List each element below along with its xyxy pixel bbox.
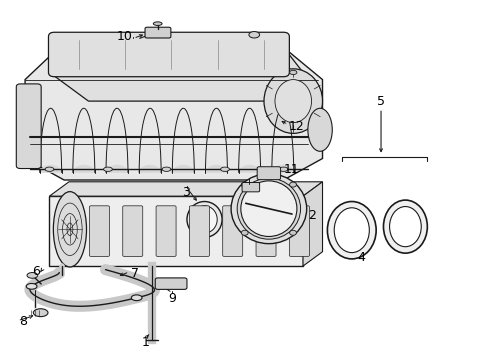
FancyBboxPatch shape <box>156 206 176 256</box>
Ellipse shape <box>289 70 296 75</box>
Ellipse shape <box>333 208 368 253</box>
Ellipse shape <box>131 295 142 301</box>
FancyBboxPatch shape <box>256 206 275 256</box>
Polygon shape <box>49 182 322 196</box>
Ellipse shape <box>383 200 427 253</box>
Text: 6: 6 <box>32 265 40 278</box>
Ellipse shape <box>45 167 54 171</box>
Ellipse shape <box>103 167 112 171</box>
Ellipse shape <box>53 192 86 267</box>
FancyBboxPatch shape <box>257 167 280 180</box>
Text: 11: 11 <box>283 163 299 176</box>
Ellipse shape <box>26 283 37 289</box>
Text: 1: 1 <box>142 336 150 348</box>
Wedge shape <box>40 165 61 173</box>
Wedge shape <box>238 165 260 173</box>
FancyBboxPatch shape <box>289 206 309 256</box>
FancyBboxPatch shape <box>122 206 142 256</box>
FancyBboxPatch shape <box>242 183 259 192</box>
Ellipse shape <box>248 32 259 38</box>
FancyBboxPatch shape <box>189 206 209 256</box>
Wedge shape <box>172 165 194 173</box>
Text: 7: 7 <box>131 267 139 280</box>
Ellipse shape <box>241 230 247 235</box>
Ellipse shape <box>274 80 311 123</box>
Text: 8: 8 <box>19 315 27 328</box>
Ellipse shape <box>231 174 306 244</box>
Ellipse shape <box>162 167 170 171</box>
Text: 5: 5 <box>376 95 384 108</box>
Text: 10: 10 <box>116 30 132 43</box>
Ellipse shape <box>289 230 296 235</box>
FancyBboxPatch shape <box>89 206 109 256</box>
Text: 2: 2 <box>307 210 315 222</box>
Ellipse shape <box>220 167 229 171</box>
Ellipse shape <box>191 206 217 233</box>
Polygon shape <box>49 47 303 101</box>
Wedge shape <box>205 165 227 173</box>
FancyBboxPatch shape <box>145 27 170 38</box>
FancyBboxPatch shape <box>49 196 303 266</box>
Ellipse shape <box>389 207 420 247</box>
Wedge shape <box>271 165 293 173</box>
Ellipse shape <box>264 69 322 134</box>
Ellipse shape <box>33 309 48 317</box>
Ellipse shape <box>279 167 287 171</box>
FancyBboxPatch shape <box>16 84 41 168</box>
Ellipse shape <box>186 202 222 237</box>
Polygon shape <box>303 182 322 266</box>
FancyBboxPatch shape <box>48 32 289 77</box>
Ellipse shape <box>289 182 296 187</box>
Text: 4: 4 <box>357 251 365 264</box>
Ellipse shape <box>237 178 300 239</box>
FancyBboxPatch shape <box>155 278 186 289</box>
Wedge shape <box>106 165 128 173</box>
Wedge shape <box>139 165 161 173</box>
Text: 9: 9 <box>168 292 176 305</box>
Text: 12: 12 <box>288 120 304 133</box>
FancyBboxPatch shape <box>222 206 242 256</box>
Text: 3: 3 <box>182 186 189 199</box>
Ellipse shape <box>153 22 162 26</box>
Ellipse shape <box>307 108 331 151</box>
Ellipse shape <box>327 202 375 259</box>
Wedge shape <box>73 165 95 173</box>
Ellipse shape <box>27 273 38 278</box>
Ellipse shape <box>241 182 247 187</box>
Ellipse shape <box>241 181 296 237</box>
Polygon shape <box>25 47 322 180</box>
